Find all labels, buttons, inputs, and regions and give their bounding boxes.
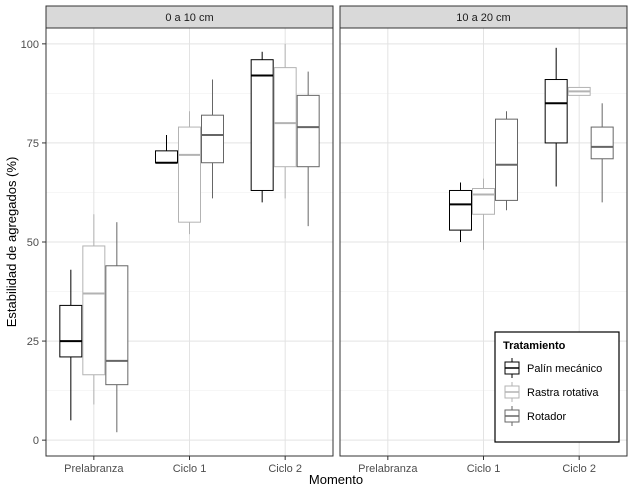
x-tick-label: Ciclo 1 — [173, 463, 207, 475]
box — [250, 59, 274, 191]
box-group — [567, 86, 591, 96]
y-tick-label: 100 — [21, 39, 39, 51]
box — [178, 126, 201, 223]
x-tick-label: Ciclo 2 — [268, 463, 302, 475]
legend-label: Rotador — [527, 411, 566, 423]
y-tick-label: 50 — [27, 237, 39, 249]
x-tick-label: Ciclo 1 — [467, 463, 501, 475]
box-group — [155, 135, 178, 164]
y-tick-label: 75 — [27, 138, 39, 150]
box-group — [472, 178, 495, 250]
panels-layer: 0 a 10 cm 10 a 20 cm — [45, 5, 628, 457]
box — [105, 265, 129, 386]
box — [201, 114, 224, 164]
box — [449, 189, 472, 231]
box-group — [250, 51, 274, 203]
box — [472, 188, 495, 215]
x-tick-label: Ciclo 2 — [562, 463, 596, 475]
x-axis: Prelabranza Ciclo 1 Ciclo 2 Prelabranza Cicl… — [64, 456, 596, 475]
y-tick-label: 0 — [33, 435, 39, 447]
legend: Tratamiento Palín mecánico Rastra rotativa… — [494, 331, 620, 443]
facet-strip-label: 0 a 10 cm — [165, 12, 213, 24]
box — [273, 67, 297, 168]
y-tick-label: 25 — [27, 336, 39, 348]
box-group — [105, 222, 129, 433]
facet-strip-label: 10 a 20 cm — [456, 12, 510, 24]
box — [296, 94, 320, 168]
box-group — [449, 182, 472, 242]
y-axis: 0 25 50 75 100 — [21, 39, 46, 447]
facet-strip — [339, 5, 628, 29]
box — [59, 304, 83, 358]
box — [495, 118, 518, 201]
box — [82, 245, 106, 376]
legend-entry: Rastra rotativa — [504, 382, 599, 402]
y-axis-title: Estabilidad de agregados (%) — [4, 157, 19, 328]
box-group — [273, 43, 297, 199]
facet-strip — [45, 5, 334, 29]
legend-entry: Rotador — [504, 406, 566, 426]
box-group — [59, 269, 83, 421]
facet-panel: 0 a 10 cm — [45, 5, 334, 457]
box — [155, 150, 178, 164]
box-group — [82, 214, 106, 405]
legend-label: Palín mecánico — [527, 363, 602, 375]
box-group — [544, 47, 568, 187]
box-group — [178, 111, 201, 235]
facet-panel: 10 a 20 cm — [339, 5, 628, 457]
legend-title: Tratamiento — [503, 340, 566, 352]
x-tick-label: Prelabranza — [64, 463, 124, 475]
legend-label: Rastra rotativa — [527, 387, 599, 399]
box-group — [296, 71, 320, 227]
legend-entry: Palín mecánico — [504, 358, 602, 378]
box-group — [495, 111, 518, 211]
box — [544, 79, 568, 144]
box-group — [590, 103, 614, 203]
x-axis-title: Momento — [309, 472, 363, 487]
box-group — [201, 79, 224, 199]
box — [590, 126, 614, 160]
x-tick-label: Prelabranza — [358, 463, 418, 475]
